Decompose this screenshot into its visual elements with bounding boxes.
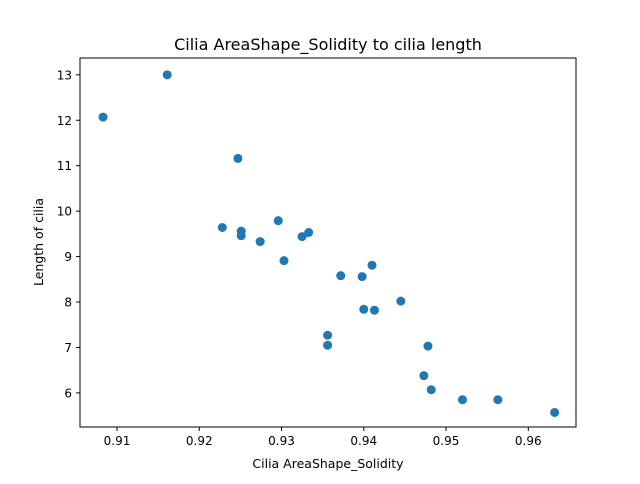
y-axis-label: Length of cilia bbox=[31, 198, 46, 286]
data-point bbox=[98, 112, 108, 122]
x-tick-label: 0.96 bbox=[515, 434, 542, 448]
x-axis: 0.91 0.92 0.93 0.94 0.95 0.96 bbox=[104, 427, 542, 448]
y-tick-label: 6 bbox=[64, 386, 72, 400]
data-point bbox=[550, 407, 560, 417]
y-tick-label: 10 bbox=[57, 205, 72, 219]
data-point bbox=[162, 70, 172, 80]
x-tick-label: 0.95 bbox=[433, 434, 460, 448]
data-point bbox=[423, 341, 433, 351]
data-point bbox=[233, 153, 243, 163]
data-point bbox=[279, 256, 289, 266]
chart-title: Cilia AreaShape_Solidity to cilia length bbox=[174, 35, 482, 55]
data-point bbox=[297, 232, 307, 242]
data-point bbox=[255, 237, 265, 247]
y-tick-label: 8 bbox=[64, 296, 72, 310]
data-point bbox=[323, 340, 333, 350]
x-tick-label: 0.91 bbox=[104, 434, 131, 448]
y-tick-label: 9 bbox=[64, 250, 72, 264]
x-axis-label: Cilia AreaShape_Solidity bbox=[252, 456, 404, 471]
data-point bbox=[217, 223, 227, 233]
points-layer bbox=[98, 70, 560, 417]
data-point bbox=[359, 304, 369, 314]
data-point bbox=[457, 395, 467, 405]
y-axis: 6 7 8 9 10 11 12 13 bbox=[57, 68, 80, 400]
data-point bbox=[236, 231, 246, 241]
y-tick-label: 11 bbox=[57, 159, 72, 173]
data-point bbox=[367, 260, 377, 270]
data-point bbox=[304, 228, 314, 238]
y-tick-label: 7 bbox=[64, 341, 72, 355]
data-point bbox=[419, 371, 429, 381]
data-point bbox=[357, 272, 367, 282]
data-point bbox=[493, 395, 503, 405]
data-point bbox=[336, 271, 346, 281]
data-point bbox=[369, 305, 379, 315]
data-point bbox=[323, 330, 333, 340]
data-point bbox=[273, 216, 283, 226]
data-point bbox=[396, 296, 406, 306]
y-tick-label: 12 bbox=[57, 114, 72, 128]
plot-frame bbox=[79, 57, 577, 428]
data-point bbox=[426, 385, 436, 395]
x-tick-label: 0.92 bbox=[186, 434, 213, 448]
x-tick-label: 0.93 bbox=[268, 434, 295, 448]
x-tick-label: 0.94 bbox=[350, 434, 377, 448]
y-tick-label: 13 bbox=[57, 68, 72, 82]
